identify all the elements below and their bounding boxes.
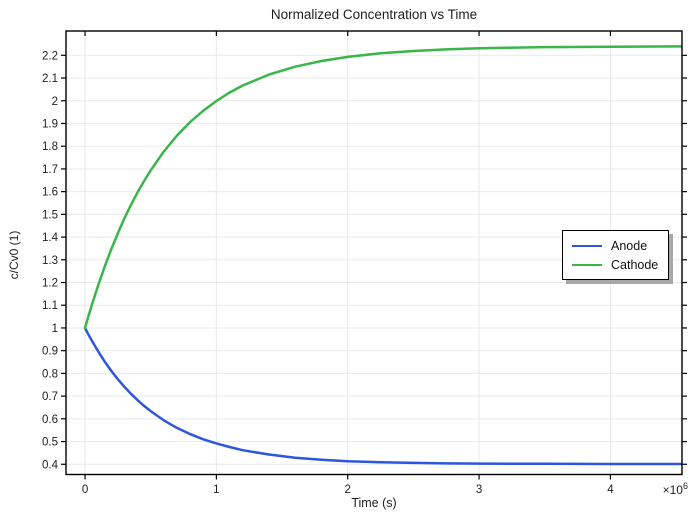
cathode-line-swatch xyxy=(572,263,602,266)
legend: Anode Cathode xyxy=(562,230,669,280)
y-axis-label: c/Cv0 (1) xyxy=(7,230,21,280)
x-tick-label: 4 xyxy=(607,484,614,496)
y-tick-label: 1.9 xyxy=(42,118,58,130)
x-tick-label: 0 xyxy=(82,484,88,496)
x-axis-label: Time (s) xyxy=(351,496,397,510)
y-tick-label: 2.2 xyxy=(42,50,58,62)
y-tick-label: 1.4 xyxy=(42,232,59,244)
y-tick-label: 1.2 xyxy=(42,278,58,290)
series-group xyxy=(83,45,682,466)
chart-title: Normalized Concentration vs Time xyxy=(270,7,478,22)
legend-label-cathode: Cathode xyxy=(611,257,659,272)
y-tick-label: 0.7 xyxy=(42,391,58,403)
x-axis-multiplier-base: ×10 xyxy=(662,483,683,497)
y-tick-label: 2 xyxy=(52,96,58,108)
x-axis-multiplier: ×106 xyxy=(640,481,688,497)
anode-series-line xyxy=(83,326,682,466)
plot-frame xyxy=(65,30,683,476)
y-tick-label: 1.7 xyxy=(42,164,58,176)
y-tick-label: 0.5 xyxy=(42,437,58,449)
legend-item-cathode: Cathode xyxy=(572,258,668,272)
y-tick-label: 1.1 xyxy=(42,300,58,312)
cathode-series-line xyxy=(83,45,682,330)
y-tick-label: 0.9 xyxy=(42,346,58,358)
x-tick-label: 3 xyxy=(476,484,482,496)
anode-line-swatch xyxy=(572,244,602,247)
x-tick-label: 1 xyxy=(213,484,219,496)
y-tick-label: 1.5 xyxy=(42,209,58,221)
y-tick-label: 1.6 xyxy=(42,187,58,199)
legend-label-anode: Anode xyxy=(611,238,648,253)
y-tick-label: 0.6 xyxy=(42,414,58,426)
y-tick-label: 1 xyxy=(52,323,58,335)
x-tick-label: 2 xyxy=(345,484,351,496)
y-tick-label: 2.1 xyxy=(42,73,58,85)
legend-item-anode: Anode xyxy=(572,239,668,253)
y-tick-label: 1.8 xyxy=(42,141,58,153)
y-tick-label: 1.3 xyxy=(42,255,58,267)
y-tick-label: 0.4 xyxy=(42,459,59,471)
y-tick-label: 0.8 xyxy=(42,368,58,380)
x-axis-multiplier-exponent: 6 xyxy=(682,481,688,491)
